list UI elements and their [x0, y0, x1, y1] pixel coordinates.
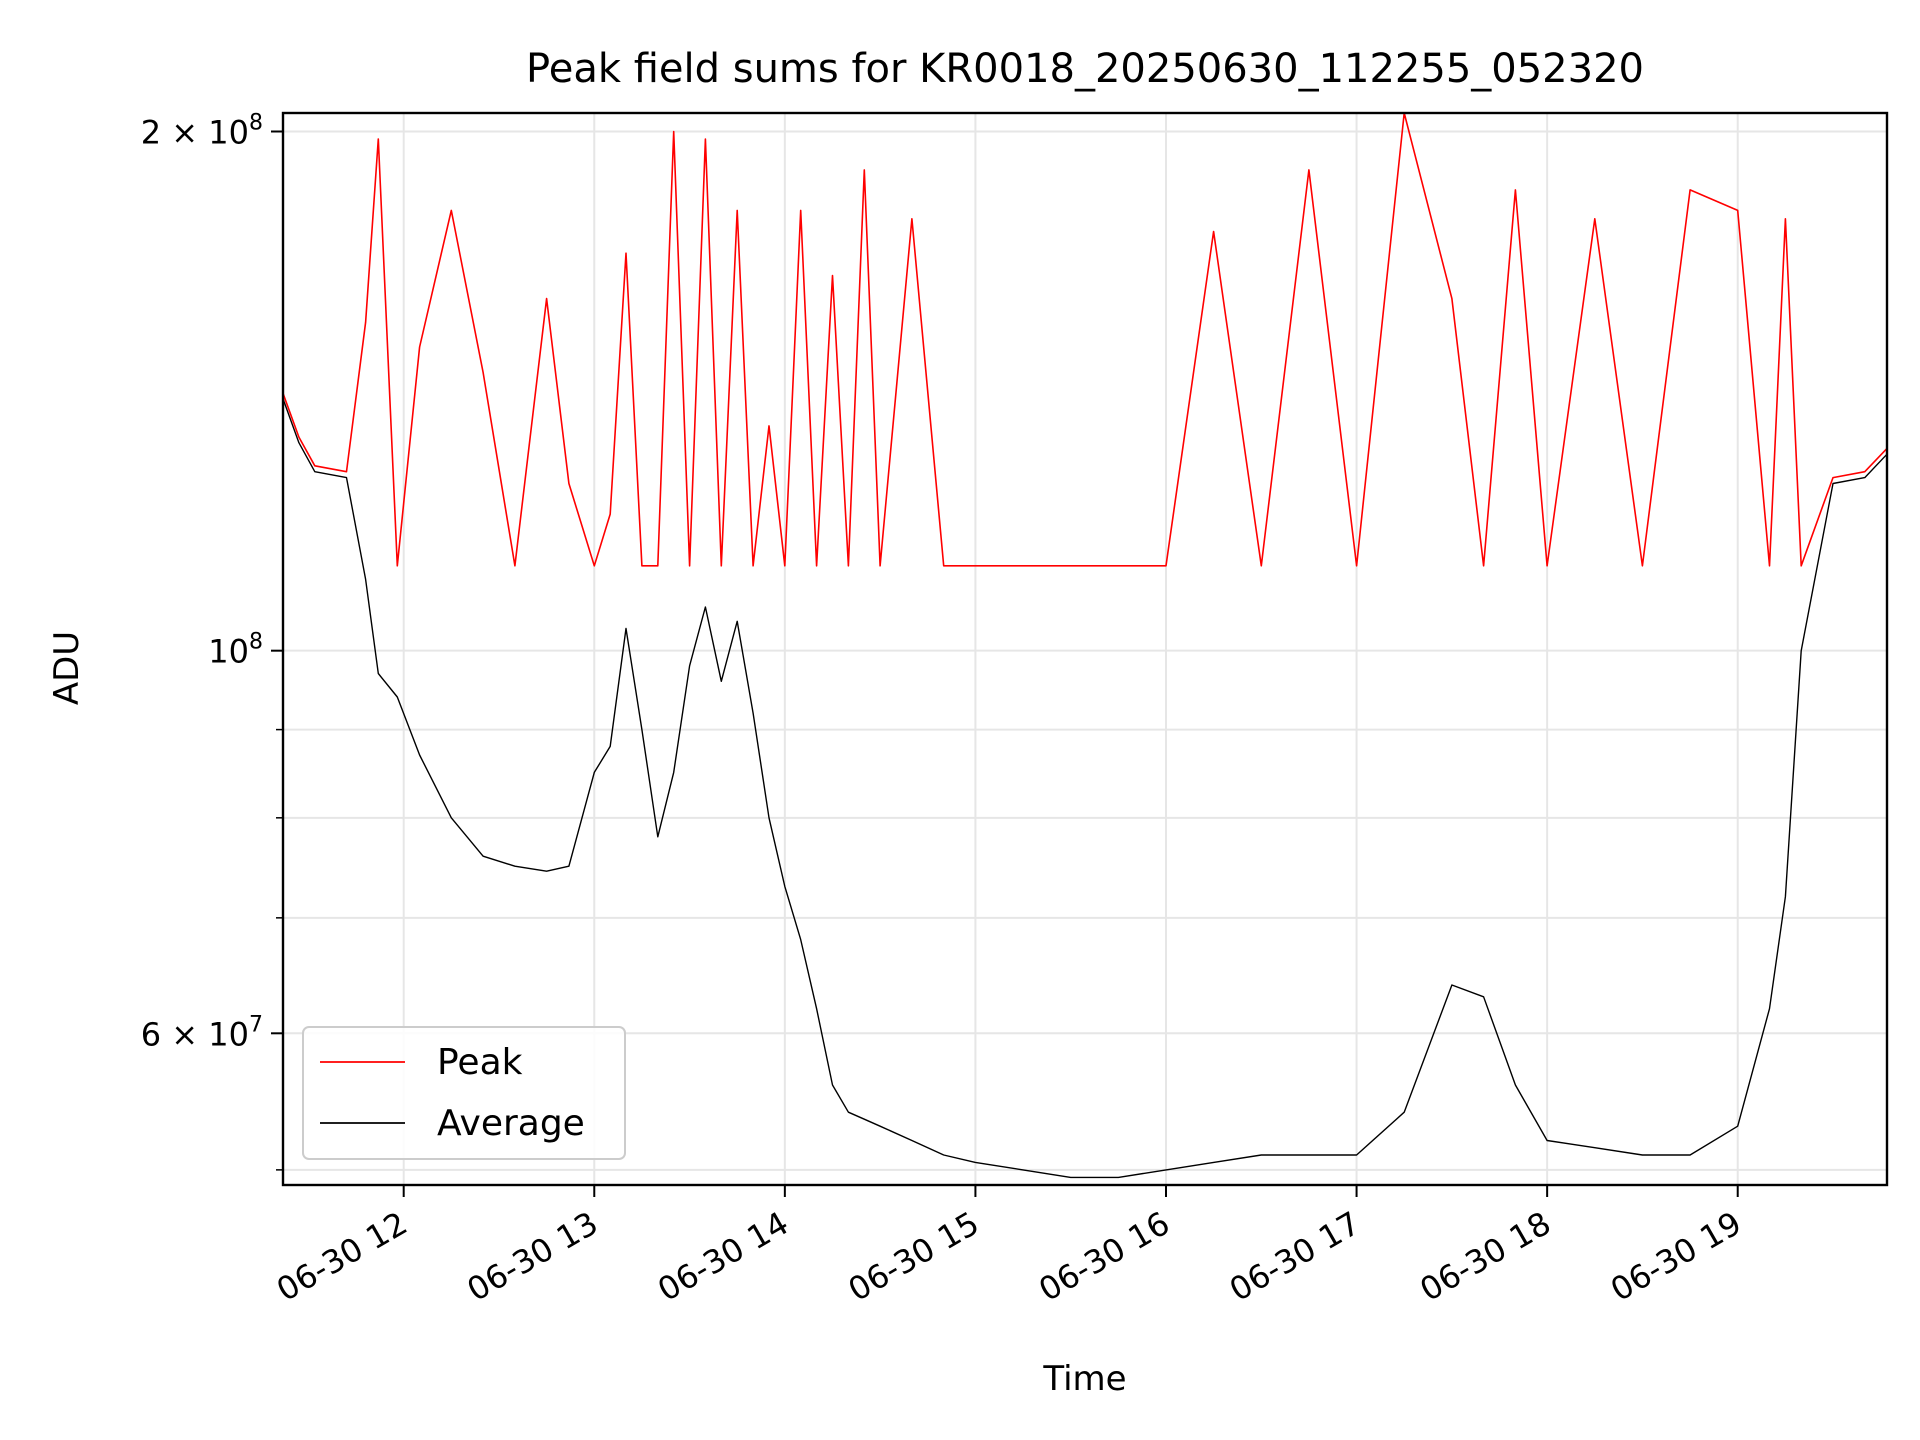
plot-frame [281, 111, 1889, 1187]
legend: Peak Average [302, 1026, 626, 1160]
y-tick-label: 2 × 108 [141, 110, 263, 151]
legend-label-peak: Peak [437, 1042, 523, 1083]
series-lines [282, 112, 1888, 1179]
chart-title: Peak field sums for KR0018_20250630_1122… [526, 46, 1644, 92]
legend-label-average: Average [437, 1103, 585, 1144]
legend-box [302, 1026, 626, 1160]
y-axis-label: ADU [47, 631, 87, 705]
y-tick-label: 6 × 107 [141, 1012, 263, 1053]
series-line-average [282, 398, 1888, 1179]
grid [283, 113, 1887, 1185]
y-tick-label: 108 [208, 630, 263, 671]
x-axis-label: Time [1042, 1359, 1126, 1399]
series-line-peak [282, 112, 1888, 567]
